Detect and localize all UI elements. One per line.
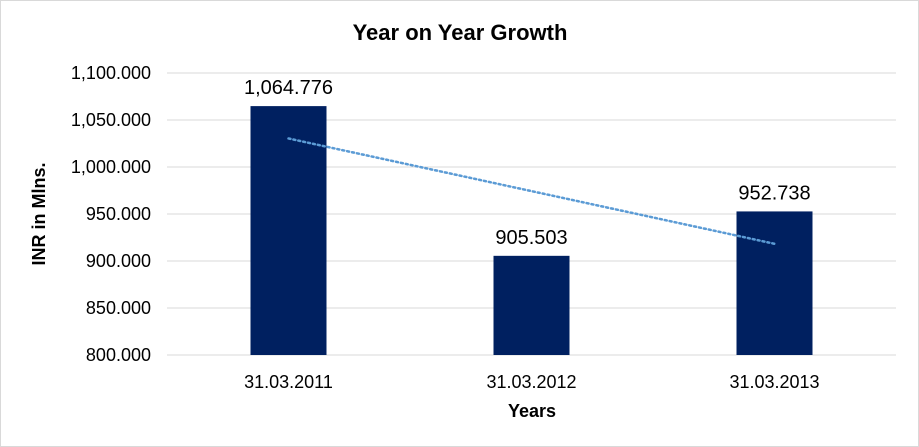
bars (250, 106, 813, 355)
bar (493, 255, 570, 355)
y-axis-title: INR in Mlns. (29, 163, 49, 266)
y-tick-label: 950.000 (86, 204, 151, 224)
x-tick-label: 31.03.2013 (729, 372, 819, 392)
x-tick-label: 31.03.2012 (486, 372, 576, 392)
x-tick-label: 31.03.2011 (244, 372, 333, 392)
x-axis-tick-labels: 31.03.2011 31.03.2012 31.03.2013 (244, 372, 819, 392)
chart-title: Year on Year Growth (353, 20, 568, 45)
data-label: 905.503 (495, 227, 567, 249)
trendline-layer (287, 137, 776, 246)
y-tick-label: 850.000 (86, 298, 151, 318)
data-label: 1,064.776 (244, 77, 333, 99)
y-tick-label: 800.000 (86, 345, 151, 365)
bar (736, 211, 813, 355)
y-tick-label: 1,100.000 (71, 63, 151, 83)
x-axis-title: Years (508, 401, 556, 421)
y-tick-label: 1,000.000 (71, 157, 151, 177)
trendline (287, 137, 776, 246)
data-label: 952.738 (738, 182, 810, 204)
y-axis-tick-labels: 800.000 850.000 900.000 950.000 1,000.000 1,0… (71, 63, 151, 365)
data-labels: 1,064.776 905.503 952.738 (244, 77, 811, 249)
y-tick-label: 900.000 (86, 251, 151, 271)
bar (250, 106, 327, 355)
y-tick-label: 1,050.000 (71, 110, 151, 130)
